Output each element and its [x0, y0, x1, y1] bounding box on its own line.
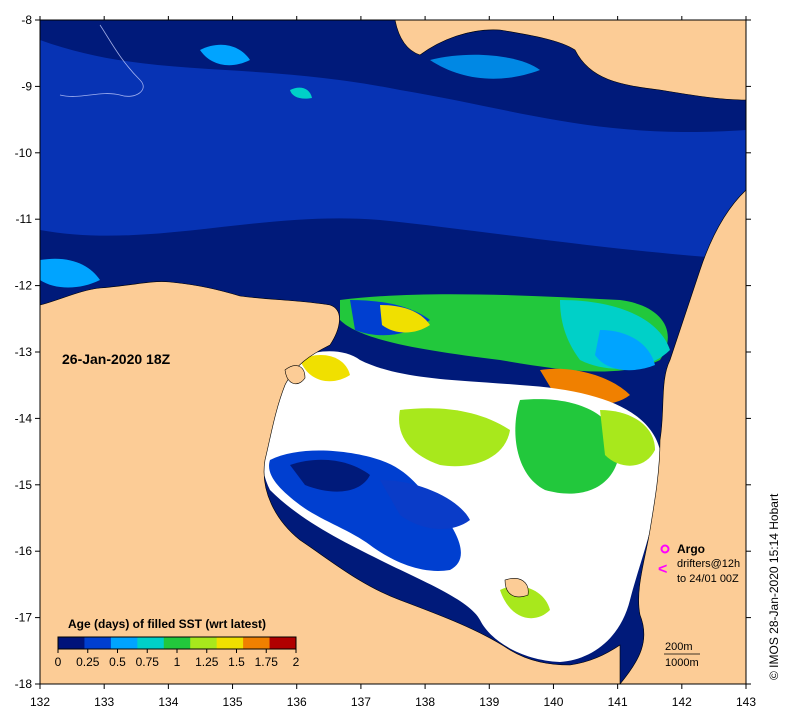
legend-title: Age (days) of filled SST (wrt latest): [68, 617, 266, 631]
x-tick-label: 137: [351, 695, 371, 709]
legend-tick-label: 0.5: [109, 655, 126, 669]
x-tick-label: 142: [672, 695, 692, 709]
date-label: 26-Jan-2020 18Z: [62, 351, 171, 367]
x-tick-label: 139: [479, 695, 499, 709]
legend-swatch: [190, 637, 218, 649]
land: [39, 19, 747, 685]
drifters-label-line1: drifters@12h: [677, 558, 740, 570]
legend-swatch: [163, 637, 191, 649]
legend-swatch: [137, 637, 165, 649]
y-tick-label: -11: [16, 212, 33, 226]
x-tick-label: 136: [287, 695, 307, 709]
legend-swatch: [269, 637, 297, 649]
legend-tick-label: 0: [55, 655, 62, 669]
y-tick-label: -14: [15, 411, 33, 425]
x-tick-label: 133: [94, 695, 114, 709]
sst-age-field: [40, 20, 746, 405]
legend-tick-label: 0.25: [76, 655, 100, 669]
y-tick-label: -16: [15, 544, 33, 558]
depth-key: 200m 1000m: [664, 641, 700, 669]
x-tick-label: 143: [736, 695, 756, 709]
y-tick-label: -15: [15, 478, 33, 492]
depth-200m-label: 200m: [665, 641, 693, 653]
legend-tick-label: 1.25: [195, 655, 219, 669]
x-axis: 132 133 134 135 136 137 138 139 140 141 142 143: [30, 16, 756, 709]
legend-tick-label: 2: [293, 655, 300, 669]
legend-swatch: [243, 637, 271, 649]
drifter-arrow-icon: <: [658, 561, 667, 578]
y-tick-label: -12: [15, 279, 33, 293]
x-tick-label: 141: [608, 695, 628, 709]
x-tick-label: 134: [158, 695, 178, 709]
argo-float-icon: [660, 544, 670, 554]
legend-tick-label: 1.5: [228, 655, 245, 669]
x-tick-label: 140: [543, 695, 563, 709]
credit-text: © IMOS 28-Jan-2020 15:14 Hobart: [767, 493, 781, 680]
y-tick-label: -10: [15, 146, 33, 160]
legend-tick-label: 1.75: [255, 655, 279, 669]
x-tick-label: 135: [223, 695, 243, 709]
legend-swatch: [110, 637, 138, 649]
y-tick-label: -13: [15, 345, 33, 359]
legend-swatch: [216, 637, 244, 649]
bathymetry-contours: [59, 24, 144, 97]
legend-swatch: [58, 637, 85, 649]
y-axis: -8 -9 -10 -11 -12 -13 -14 -15 -16 -17 -18: [15, 13, 751, 691]
y-tick-label: -9: [21, 79, 32, 93]
argo-key: Argo < drifters@12h to 24/01 00Z: [658, 542, 740, 585]
y-tick-label: -17: [15, 611, 33, 625]
argo-label: Argo: [677, 542, 705, 556]
y-tick-label: -18: [15, 677, 33, 691]
drifters-label-line2: to 24/01 00Z: [677, 573, 739, 585]
legend-tick-label: 0.75: [136, 655, 160, 669]
depth-1000m-label: 1000m: [665, 657, 699, 669]
y-tick-label: -8: [21, 13, 32, 27]
legend-colorbar: [57, 636, 297, 650]
x-tick-label: 138: [415, 695, 435, 709]
x-tick-label: 132: [30, 695, 50, 709]
legend-tick-label: 1: [174, 655, 181, 669]
legend-swatch: [84, 637, 112, 649]
legend-ticks: 0 0.25 0.5 0.75 1 1.25 1.5 1.75 2: [55, 649, 300, 669]
